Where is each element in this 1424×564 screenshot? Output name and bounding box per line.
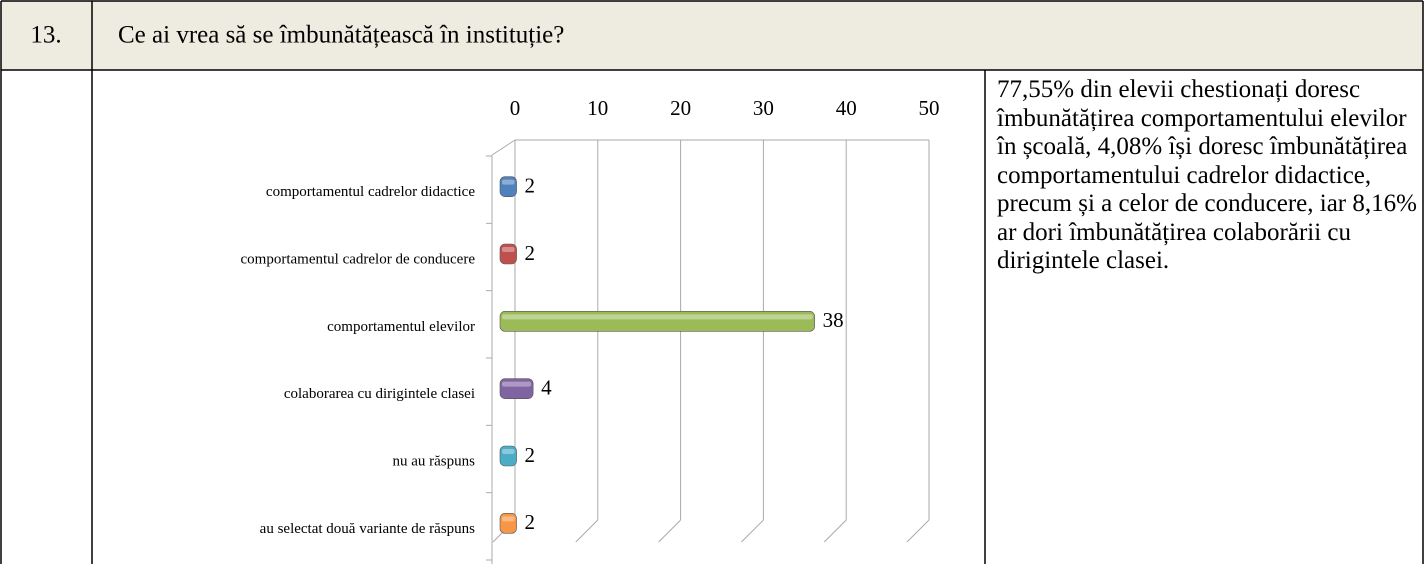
bar-highlight [502,179,515,185]
bar [499,445,517,467]
x-tick-label: 0 [510,96,521,120]
y-tick-label: comportamentul cadrelor didactice [266,184,475,200]
grid-line [575,519,599,543]
bar [499,243,517,265]
x-tick-label: 20 [670,96,691,120]
y-tick-label: colaborarea cu dirigintele clasei [284,386,475,402]
bar-highlight [502,247,515,252]
y-tick-label: nu au răspuns [393,453,476,469]
x-tick-label: 50 [919,96,940,120]
value-label: 2 [525,173,536,197]
header-row [1,1,1423,70]
y-tick-label: comportamentul elevilor [327,319,475,335]
y-tick-label: au selectat două variante de răspuns [260,521,475,537]
x-tick-label: 10 [587,96,608,120]
bar-highlight [502,314,813,320]
question: Ce ai vrea să se îmbunătățească în insti… [118,22,564,49]
row-number: 13. [30,22,61,49]
bar [499,311,815,332]
grid-line [658,519,681,543]
value-label: 2 [525,241,536,265]
x-tick-label: 30 [753,96,774,120]
bar-highlight [502,516,515,522]
value-label: 4 [541,375,552,399]
grid-line [906,519,930,543]
description: 77,55% din elevii chestionați doresc îmb… [997,76,1417,274]
bar-highlight [502,381,532,387]
bar-highlight [502,449,515,454]
bar [499,513,517,534]
grid-line [823,519,847,543]
value-label: 38 [823,308,844,332]
y-tick-label: comportamentul cadrelor de conducere [241,251,476,267]
value-label: 2 [525,510,536,534]
axis-line [491,139,516,156]
x-tick-label: 40 [836,96,857,120]
value-label: 2 [525,443,536,467]
bar [499,176,517,197]
bar [499,378,534,399]
grid-line [741,519,764,543]
